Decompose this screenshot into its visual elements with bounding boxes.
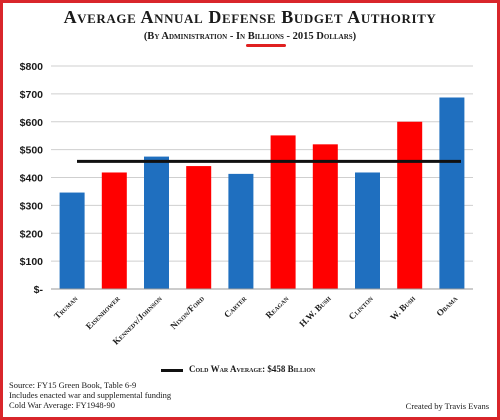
- y-tick-label: $700: [20, 89, 44, 101]
- y-tick-label: $300: [20, 200, 44, 212]
- bar: [186, 166, 212, 289]
- x-tick-label: Truman: [52, 293, 80, 321]
- y-tick-label: $800: [20, 61, 44, 73]
- y-tick-label: $500: [20, 145, 44, 157]
- bar: [59, 192, 85, 289]
- bar: [312, 144, 338, 289]
- x-tick-label: W. Bush: [388, 293, 417, 322]
- legend-label: Cold War Average: $458 Billion: [189, 364, 316, 374]
- x-tick-label: Clinton: [347, 293, 376, 322]
- x-tick-label: Nixon/Ford: [168, 293, 206, 331]
- source-note: Source: FY15 Green Book, Table 6-9 Inclu…: [9, 380, 171, 410]
- y-tick-label: $-: [34, 284, 44, 296]
- y-tick-label: $100: [20, 256, 44, 268]
- x-tick-label: Obama: [434, 293, 459, 318]
- source-line-3: Cold War Average: FY1948-90: [9, 400, 115, 410]
- subtitle-suffix: - 2015 Dollars): [283, 31, 357, 42]
- bar: [270, 135, 296, 289]
- bar-chart: $- $100 $200 $300 $400 $500 $600 $700 $800 Truman…: [20, 61, 473, 347]
- bar: [101, 172, 127, 289]
- x-tick-label: Reagan: [264, 293, 291, 320]
- bar: [144, 156, 169, 289]
- chart-subtitle: (By Administration - In Billions - 2015 …: [3, 31, 497, 42]
- x-tick-label: H.W. Bush: [297, 293, 333, 329]
- bar: [439, 97, 465, 289]
- subtitle-highlight: Billions: [247, 31, 284, 42]
- source-line-1: Source: FY15 Green Book, Table 6-9: [9, 380, 137, 390]
- bar: [397, 121, 423, 289]
- y-tick-label: $400: [20, 173, 44, 185]
- credit-text: Created by Travis Evans: [405, 401, 489, 411]
- x-tick-label: Eisenhower: [84, 293, 122, 331]
- x-tick-label: Carter: [222, 293, 249, 320]
- source-line-2: Includes enacted war and supplemental fu…: [9, 390, 172, 400]
- subtitle-prefix: (By Administration - In: [143, 31, 248, 42]
- y-tick-label: $200: [20, 228, 44, 240]
- chart-title: Average Annual Defense Budget Authority: [63, 7, 437, 27]
- bar: [228, 173, 254, 289]
- bar: [355, 172, 380, 289]
- y-tick-label: $600: [20, 117, 44, 129]
- legend-line-swatch: [161, 369, 183, 372]
